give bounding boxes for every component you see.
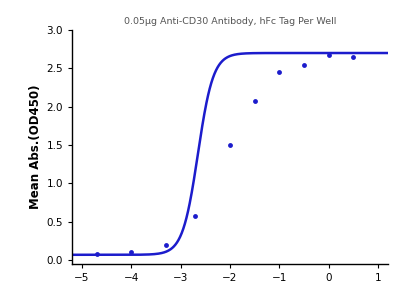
- Y-axis label: Mean Abs.(OD450): Mean Abs.(OD450): [29, 85, 42, 209]
- Title: 0.05μg Anti-CD30 Antibody, hFc Tag Per Well: 0.05μg Anti-CD30 Antibody, hFc Tag Per W…: [124, 17, 336, 26]
